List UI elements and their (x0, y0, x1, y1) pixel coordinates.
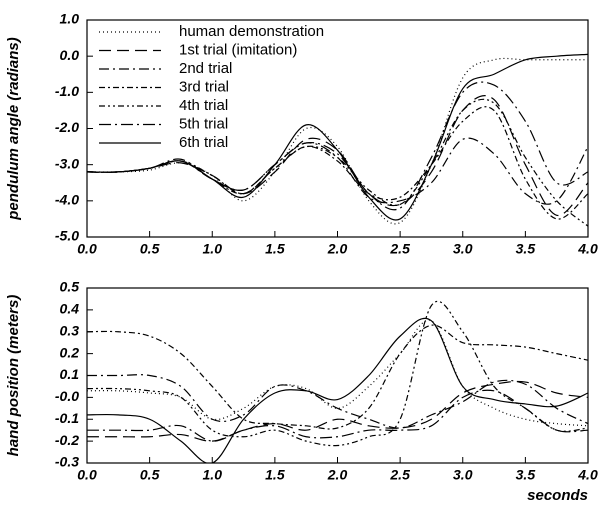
legend-label: 3rd trial (179, 78, 229, 95)
x-tick-label: 3.0 (453, 241, 473, 257)
legend-label: 2nd trial (179, 60, 232, 77)
x-tick-label: 0.0 (77, 467, 97, 483)
x-tick-label: 0.0 (77, 241, 97, 257)
series-line (87, 106, 588, 220)
series-line (87, 389, 588, 442)
series-line (87, 319, 588, 427)
x-tick-label: 2.0 (327, 241, 348, 257)
y-axis-label: hand position (meters) (5, 295, 22, 457)
series-line (87, 98, 588, 227)
x-tick-label: 3.0 (453, 467, 473, 483)
x-tick-label: 2.5 (389, 241, 410, 257)
legend-label: 6th trial (179, 134, 228, 151)
y-tick-label: -0.3 (55, 454, 79, 470)
x-tick-label: 2.0 (327, 467, 348, 483)
series-line (87, 81, 588, 211)
legend-label: 1st trial (imitation) (179, 41, 297, 58)
x-tick-label: 1.5 (265, 241, 285, 257)
legend-label: human demonstration (179, 23, 324, 40)
y-tick-label: -0.1 (55, 410, 79, 426)
y-tick-label: -3.0 (55, 155, 79, 171)
y-tick-label: 0.0 (60, 47, 80, 63)
series-line (87, 95, 588, 216)
series-line (87, 380, 588, 442)
x-tick-label: 4.0 (577, 467, 598, 483)
x-tick-label: 4.0 (577, 241, 598, 257)
plot-frame (86, 19, 589, 238)
series-line (87, 324, 588, 430)
y-tick-label: -4.0 (55, 192, 79, 208)
x-tick-label: 3.5 (516, 241, 536, 257)
series-line (87, 374, 588, 429)
x-tick-label: 1.5 (265, 467, 285, 483)
y-axis-label: pendulum angle (radians) (5, 37, 22, 221)
y-tick-label: -0.0 (55, 388, 79, 404)
y-tick-label: 0.2 (60, 344, 80, 360)
y-tick-label: -5.0 (55, 228, 79, 244)
y-tick-label: -1.0 (55, 83, 79, 99)
y-tick-label: 0.1 (60, 366, 80, 382)
x-tick-label: 3.5 (516, 467, 536, 483)
series-line (87, 137, 588, 205)
series-line (87, 57, 588, 225)
y-tick-label: -2.0 (55, 119, 79, 135)
y-tick-label: -0.2 (55, 432, 79, 448)
x-tick-label: 1.0 (203, 241, 223, 257)
series-line (87, 53, 588, 221)
y-tick-label: 1.0 (60, 11, 80, 27)
legend-label: 5th trial (179, 115, 228, 132)
series-line (87, 300, 588, 447)
series-line (87, 317, 588, 463)
x-axis-label: seconds (527, 487, 588, 504)
x-tick-label: 0.5 (140, 241, 160, 257)
legend-label: 4th trial (179, 97, 228, 114)
x-tick-label: 2.5 (389, 467, 410, 483)
x-tick-label: 1.0 (203, 467, 223, 483)
x-tick-label: 0.5 (140, 467, 160, 483)
y-tick-label: 0.4 (60, 301, 80, 317)
y-tick-label: 0.5 (60, 279, 80, 295)
y-tick-label: 0.3 (60, 322, 80, 338)
